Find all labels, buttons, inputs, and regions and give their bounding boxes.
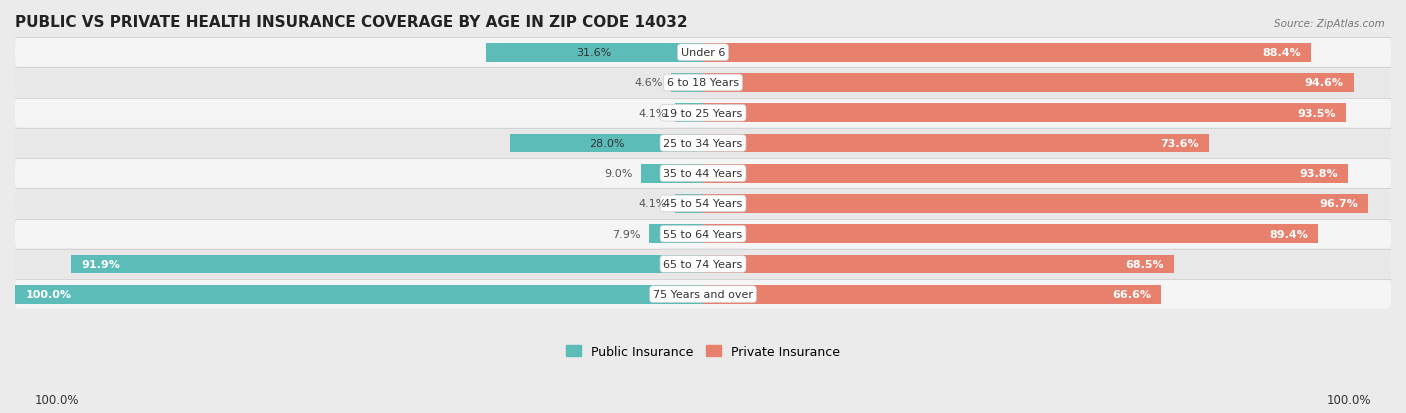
Text: 9.0%: 9.0% [605,169,633,179]
Text: 66.6%: 66.6% [1112,290,1152,299]
Text: Source: ZipAtlas.com: Source: ZipAtlas.com [1274,19,1385,28]
Text: 35 to 44 Years: 35 to 44 Years [664,169,742,179]
Text: 28.0%: 28.0% [589,139,624,149]
Text: 89.4%: 89.4% [1268,229,1308,239]
FancyBboxPatch shape [15,129,1391,158]
Text: 75 Years and over: 75 Years and over [652,290,754,299]
Text: 31.6%: 31.6% [576,48,612,58]
Text: 7.9%: 7.9% [612,229,640,239]
Text: PUBLIC VS PRIVATE HEALTH INSURANCE COVERAGE BY AGE IN ZIP CODE 14032: PUBLIC VS PRIVATE HEALTH INSURANCE COVER… [15,15,688,30]
Text: 68.5%: 68.5% [1125,259,1164,269]
Text: 55 to 64 Years: 55 to 64 Years [664,229,742,239]
Text: 93.8%: 93.8% [1299,169,1339,179]
FancyBboxPatch shape [15,159,1391,188]
Text: 6 to 18 Years: 6 to 18 Years [666,78,740,88]
Bar [510,134,703,153]
FancyBboxPatch shape [15,39,1391,68]
Bar [703,134,1209,153]
Text: 88.4%: 88.4% [1263,48,1301,58]
Bar [485,44,703,62]
Text: 4.1%: 4.1% [638,199,666,209]
Text: 100.0%: 100.0% [1326,393,1371,406]
Text: 19 to 25 Years: 19 to 25 Years [664,109,742,119]
Text: 4.6%: 4.6% [634,78,664,88]
Bar [703,164,1348,183]
Text: 94.6%: 94.6% [1305,78,1344,88]
Bar [703,285,1161,304]
FancyBboxPatch shape [15,280,1391,309]
Text: 100.0%: 100.0% [35,393,80,406]
Legend: Public Insurance, Private Insurance: Public Insurance, Private Insurance [561,340,845,363]
Bar [675,104,703,123]
Text: 65 to 74 Years: 65 to 74 Years [664,259,742,269]
Bar [703,225,1317,243]
Bar [703,255,1174,274]
Bar [703,195,1368,213]
Bar [648,225,703,243]
FancyBboxPatch shape [15,190,1391,218]
Bar [703,104,1347,123]
Text: 45 to 54 Years: 45 to 54 Years [664,199,742,209]
FancyBboxPatch shape [15,220,1391,249]
Bar [671,74,703,93]
Text: 91.9%: 91.9% [82,259,120,269]
Text: 96.7%: 96.7% [1319,199,1358,209]
Text: Under 6: Under 6 [681,48,725,58]
Text: 4.1%: 4.1% [638,109,666,119]
Bar [70,255,703,274]
Text: 93.5%: 93.5% [1298,109,1336,119]
Bar [675,195,703,213]
Text: 100.0%: 100.0% [25,290,72,299]
Bar [641,164,703,183]
FancyBboxPatch shape [15,250,1391,279]
FancyBboxPatch shape [15,99,1391,128]
Text: 73.6%: 73.6% [1160,139,1199,149]
Bar [15,285,703,304]
Bar [703,74,1354,93]
Bar [703,44,1312,62]
FancyBboxPatch shape [15,69,1391,98]
Text: 25 to 34 Years: 25 to 34 Years [664,139,742,149]
